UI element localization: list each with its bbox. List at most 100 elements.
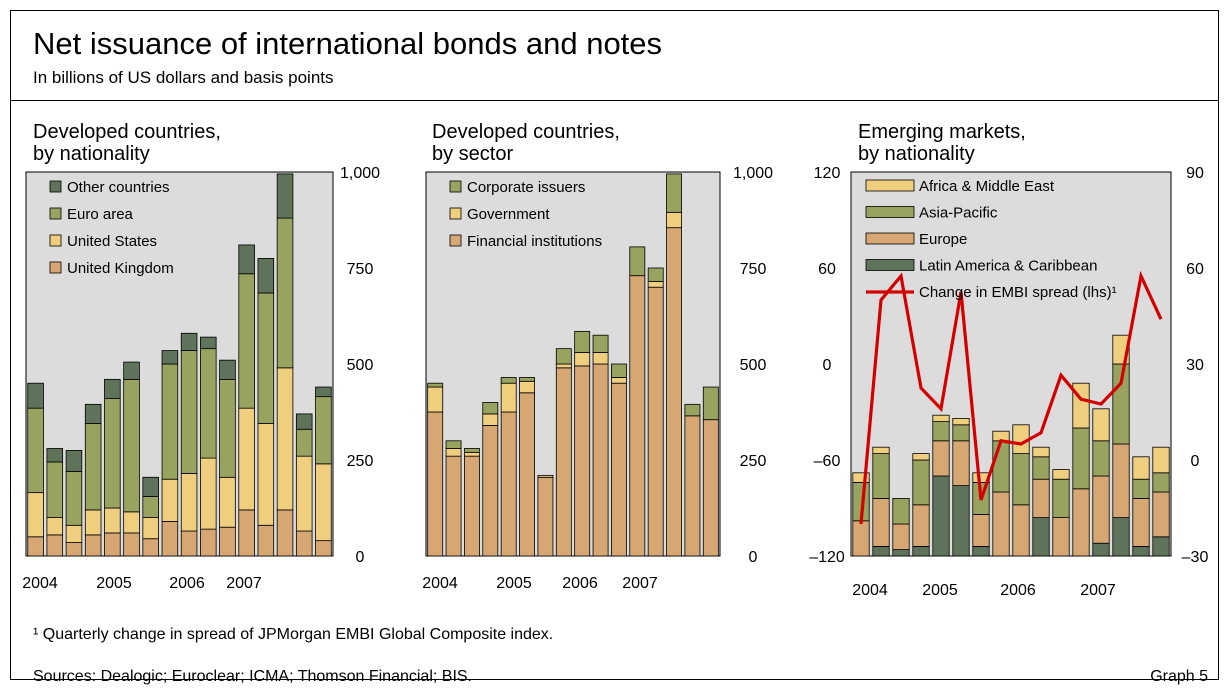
dev-nationality-bar-united-states-2005Q3 — [142, 517, 159, 540]
dev-sector-bar-corporate-issuers-2005Q4 — [555, 348, 572, 365]
dev-sector-bar-corporate-issuers-2004Q3 — [464, 448, 480, 453]
em-nationality-x-tick-2006: 2006 — [1000, 582, 1036, 599]
dev-nationality-bar-united-kingdom-2006Q2 — [200, 528, 217, 557]
dev-sector-bar-financial-institutions-2004Q2 — [445, 455, 462, 557]
em-nationality-bar-europe-2004Q1 — [852, 520, 870, 557]
em-nationality-bar-africa-middle-east-2004Q2 — [872, 446, 890, 455]
dev-nationality-legend-label-united-kingdom: United Kingdom — [67, 260, 174, 277]
dev-sector-bar-government-2004Q1 — [427, 386, 444, 413]
dev-sector-title-line-1: Developed countries, — [432, 121, 620, 143]
em-nationality-legend-label-africa-middle-east: Africa & Middle East — [919, 178, 1055, 195]
dev-nationality-bar-other-countries-2004Q2 — [46, 448, 64, 463]
graph-frame — [10, 10, 1219, 680]
em-nationality-x-tick-2007: 2007 — [1080, 582, 1116, 599]
em-nationality-bar-asia-pacific-2005Q4 — [992, 440, 1010, 493]
dev-sector-bar-corporate-issuers-2007Q3 — [684, 403, 701, 417]
dev-nationality-bar-other-countries-2007Q3 — [295, 413, 313, 430]
dev-sector-y-tick-3: 750 — [740, 261, 767, 278]
em-nationality-bar-africa-middle-east-2004Q4 — [912, 453, 930, 461]
dev-nationality-y-tick-2: 500 — [347, 357, 374, 374]
em-nationality-bar-latin-america-caribbean-2007Q3 — [1132, 546, 1150, 557]
dev-nationality-bar-other-countries-2005Q1 — [104, 378, 121, 399]
dev-sector-legend-label-financial-institutions: Financial institutions — [467, 233, 602, 250]
dev-sector-bar-financial-institutions-2005Q4 — [555, 367, 572, 557]
dev-nationality-legend-label-euro-area: Euro area — [67, 206, 134, 223]
dev-nationality-bar-united-states-2004Q1 — [27, 492, 44, 538]
dev-nationality-bar-united-states-2007Q2 — [276, 367, 294, 511]
em-nationality-bar-africa-middle-east-2007Q3 — [1132, 456, 1150, 480]
dev-nationality-bar-united-states-2007Q1 — [257, 423, 275, 526]
em-nationality-bar-africa-middle-east-2004Q1 — [852, 472, 870, 483]
dev-sector-bar-government-2005Q2 — [519, 380, 535, 394]
dev-sector-x-tick-2007: 2007 — [622, 575, 658, 592]
dev-nationality-bar-euro-area-2006Q1 — [180, 350, 198, 474]
em-nationality-bar-asia-pacific-2006Q4 — [1072, 427, 1090, 490]
em-nationality-y-left-tick-3: 60 — [818, 261, 836, 278]
dev-sector-y-tick-2: 500 — [740, 357, 767, 374]
dev-sector-y-tick-4: 1,000 — [733, 165, 773, 182]
em-nationality-bar-latin-america-caribbean-2005Q1 — [932, 475, 950, 557]
em-nationality-bar-europe-2004Q3 — [892, 523, 910, 551]
dev-sector-bar-corporate-issuers-2006Q4 — [629, 246, 646, 277]
em-nationality-bar-africa-middle-east-2007Q4 — [1152, 446, 1170, 474]
em-nationality-bar-asia-pacific-2006Q1 — [1012, 453, 1030, 506]
dev-nationality-bar-united-states-2005Q1 — [104, 507, 121, 534]
footnote: ¹ Quarterly change in spread of JPMorgan… — [33, 626, 554, 643]
em-nationality-legend-swatch-africa-middle-east — [865, 179, 915, 192]
dev-nationality-bar-united-states-2004Q4 — [84, 509, 102, 536]
dev-sector-title-line-2: by sector — [432, 143, 513, 165]
em-nationality-bar-africa-middle-east-2007Q1 — [1092, 408, 1110, 442]
dev-sector-bar-financial-institutions-2004Q4 — [482, 425, 499, 557]
em-nationality-bar-africa-middle-east-2005Q2 — [952, 417, 970, 426]
dev-sector-bar-financial-institutions-2005Q1 — [500, 411, 517, 557]
dev-nationality-bar-euro-area-2005Q4 — [161, 363, 179, 480]
dev-sector-bar-corporate-issuers-2004Q4 — [482, 401, 499, 415]
dev-nationality-bar-euro-area-2004Q4 — [84, 423, 102, 511]
em-nationality-bar-europe-2006Q3 — [1052, 517, 1070, 557]
em-nationality-y-right-tick-0: –30 — [1182, 549, 1209, 566]
dev-nationality-bar-euro-area-2006Q2 — [200, 348, 217, 459]
em-nationality-bar-europe-2007Q3 — [1132, 497, 1150, 547]
em-nationality-legend-label-europe: Europe — [919, 231, 967, 248]
em-nationality-bar-europe-2005Q4 — [992, 491, 1010, 557]
dev-nationality-x-tick-2006: 2006 — [169, 575, 205, 592]
em-nationality-bar-africa-middle-east-2005Q1 — [932, 414, 950, 423]
em-nationality-legend-label-latin-america-caribbean: Latin America & Caribbean — [919, 258, 1097, 275]
dev-sector-bar-government-2004Q2 — [445, 448, 462, 457]
dev-sector-legend-label-government: Government — [467, 206, 550, 223]
dev-sector-bar-financial-institutions-2004Q3 — [464, 455, 480, 557]
em-nationality-bar-latin-america-caribbean-2007Q1 — [1092, 542, 1110, 557]
em-nationality-bar-asia-pacific-2007Q1 — [1092, 440, 1110, 477]
dev-nationality-bar-other-countries-2005Q4 — [161, 350, 179, 365]
dev-sector-bar-corporate-issuers-2005Q2 — [519, 377, 535, 382]
dev-sector-bar-financial-institutions-2007Q2 — [666, 227, 682, 557]
em-nationality-bar-asia-pacific-2004Q2 — [872, 453, 890, 499]
dev-sector-bar-financial-institutions-2005Q3 — [537, 476, 554, 557]
dev-nationality-bar-united-states-2006Q1 — [180, 473, 198, 532]
dev-nationality-bar-euro-area-2007Q1 — [257, 292, 275, 424]
em-nationality-title-line-1: Emerging markets, — [858, 121, 1026, 143]
dev-sector-bar-financial-institutions-2007Q4 — [702, 419, 719, 557]
dev-sector-bar-corporate-issuers-2007Q2 — [666, 173, 682, 213]
dev-sector-legend-swatch-financial-institutions — [449, 234, 462, 247]
dev-nationality-bar-euro-area-2004Q2 — [46, 461, 64, 519]
dev-nationality-bar-other-countries-2005Q3 — [142, 476, 159, 497]
dev-nationality-x-tick-2005: 2005 — [96, 575, 132, 592]
em-nationality-bar-latin-america-caribbean-2005Q3 — [972, 546, 990, 557]
dev-nationality-bar-other-countries-2007Q1 — [257, 257, 275, 294]
dev-nationality-bar-united-kingdom-2004Q2 — [46, 534, 64, 557]
em-nationality-y-left-tick-4: 120 — [814, 165, 841, 182]
em-nationality-bar-europe-2006Q1 — [1012, 504, 1030, 557]
dev-nationality-bar-united-kingdom-2005Q2 — [123, 532, 140, 557]
dev-nationality-bar-euro-area-2007Q4 — [315, 396, 332, 465]
em-nationality-y-left-tick-0: –120 — [809, 549, 845, 566]
dev-sector-bar-government-2004Q3 — [464, 451, 480, 457]
em-nationality-x-tick-2004: 2004 — [852, 582, 888, 599]
sources-note: Sources: Dealogic; Euroclear; ICMA; Thom… — [33, 668, 472, 685]
dev-nationality-bar-united-states-2004Q3 — [65, 524, 83, 543]
dev-sector-bar-corporate-issuers-2007Q1 — [647, 267, 664, 282]
dev-sector-bar-corporate-issuers-2006Q2 — [592, 334, 609, 353]
dev-sector-bar-financial-institutions-2007Q3 — [684, 415, 701, 557]
dev-nationality-legend-swatch-euro-area — [49, 207, 62, 220]
